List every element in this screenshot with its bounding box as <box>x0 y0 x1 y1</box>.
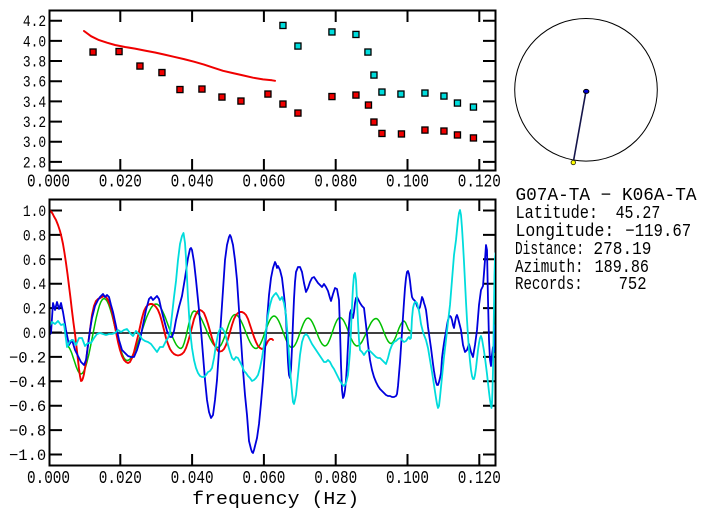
svg-text:frequency (Hz): frequency (Hz) <box>192 490 359 510</box>
svg-text:0.000: 0.000 <box>27 173 70 193</box>
svg-text:0.020: 0.020 <box>99 173 142 193</box>
svg-text:3.0: 3.0 <box>23 134 46 152</box>
svg-text:−0.4: −0.4 <box>9 374 46 392</box>
svg-text:Longitude:: Longitude: <box>516 222 615 242</box>
svg-text:0.080: 0.080 <box>314 173 357 193</box>
svg-text:3.8: 3.8 <box>23 54 46 72</box>
svg-text:−1.0: −1.0 <box>9 447 46 465</box>
svg-text:Records:: Records: <box>515 275 583 295</box>
svg-text:3.6: 3.6 <box>23 74 46 92</box>
svg-text:−0.2: −0.2 <box>9 349 46 367</box>
svg-text:3.2: 3.2 <box>23 114 46 132</box>
svg-text:Distance:: Distance: <box>515 240 584 260</box>
svg-text:3.4: 3.4 <box>23 94 46 112</box>
svg-text:−0.8: −0.8 <box>9 423 46 441</box>
svg-text:45.27: 45.27 <box>616 204 661 224</box>
svg-text:752: 752 <box>619 275 647 295</box>
svg-text:189.86: 189.86 <box>595 258 649 278</box>
svg-text:0.2: 0.2 <box>23 301 46 319</box>
svg-text:0.040: 0.040 <box>171 173 214 193</box>
svg-text:Latitude:: Latitude: <box>516 204 599 224</box>
svg-text:0.060: 0.060 <box>242 173 285 193</box>
svg-text:0.6: 0.6 <box>23 252 46 270</box>
svg-text:0.100: 0.100 <box>386 173 429 193</box>
svg-text:0.080: 0.080 <box>314 469 357 489</box>
svg-text:0.4: 0.4 <box>23 276 46 294</box>
svg-text:0.100: 0.100 <box>386 469 429 489</box>
svg-text:−0.6: −0.6 <box>9 398 46 416</box>
svg-text:278.19: 278.19 <box>593 240 651 260</box>
svg-text:4.0: 4.0 <box>23 33 46 51</box>
svg-text:4.2: 4.2 <box>23 13 46 31</box>
svg-text:0.020: 0.020 <box>99 469 142 489</box>
svg-text:0.000: 0.000 <box>27 469 70 489</box>
svg-text:0.120: 0.120 <box>458 469 501 489</box>
svg-text:0.060: 0.060 <box>242 469 285 489</box>
svg-text:1.0: 1.0 <box>23 203 46 221</box>
svg-text:0.8: 0.8 <box>23 227 46 245</box>
svg-text:Azimuth:: Azimuth: <box>515 258 584 278</box>
svg-text:−119.67: −119.67 <box>625 222 691 242</box>
svg-text:G07A-TA − K06A-TA: G07A-TA − K06A-TA <box>516 186 697 206</box>
svg-text:0.0: 0.0 <box>23 325 46 343</box>
svg-text:0.120: 0.120 <box>458 173 501 193</box>
svg-text:2.8: 2.8 <box>23 154 46 172</box>
svg-text:0.040: 0.040 <box>171 469 214 489</box>
